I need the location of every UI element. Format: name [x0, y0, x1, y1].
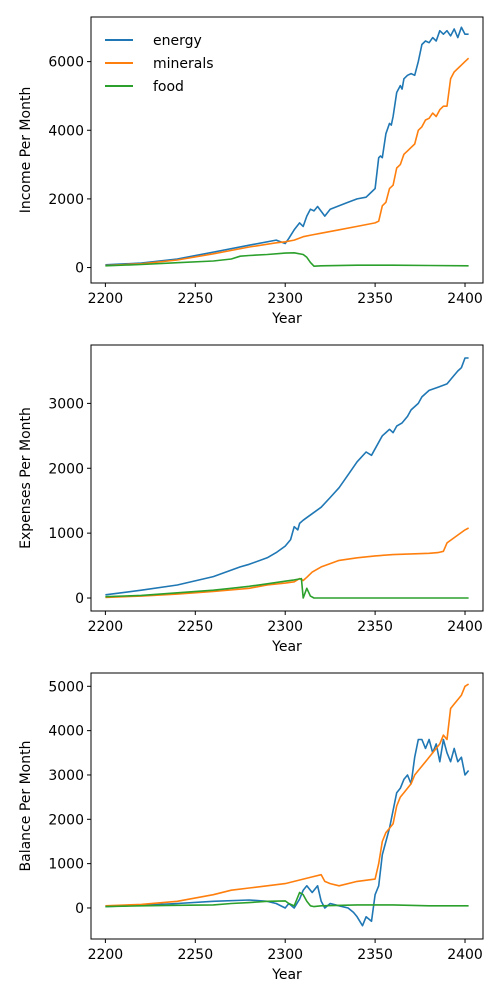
x-tick-label: 2200 — [88, 291, 124, 307]
y-axis-label: Expenses Per Month — [18, 407, 34, 549]
x-axis-label: Year — [271, 639, 302, 655]
legend-label-food: food — [153, 79, 184, 95]
x-tick-label: 2300 — [267, 291, 303, 307]
plot-frame-3 — [90, 672, 484, 940]
y-tick-label: 2000 — [48, 812, 84, 828]
y-tick-label: 1000 — [48, 857, 84, 873]
series-line-food-panel-2 — [105, 577, 469, 599]
x-tick-label: 2350 — [357, 619, 393, 635]
x-tick-label: 2350 — [357, 291, 393, 307]
x-tick-label: 2300 — [267, 947, 303, 963]
y-tick-label: 1000 — [48, 526, 84, 542]
y-axis-label: Balance Per Month — [18, 741, 34, 872]
x-tick-label: 2300 — [267, 619, 303, 635]
y-tick-label: 5000 — [48, 679, 84, 695]
legend-label-energy: energy — [153, 33, 202, 49]
x-tick-label: 2400 — [447, 947, 483, 963]
x-axis-label: Year — [271, 967, 302, 983]
x-tick-label: 2400 — [447, 291, 483, 307]
plot-frame-2 — [90, 344, 484, 612]
x-tick-label: 2200 — [88, 619, 124, 635]
y-tick-label: 3000 — [48, 768, 84, 784]
x-tick-label: 2250 — [177, 619, 213, 635]
x-tick-label: 2350 — [357, 947, 393, 963]
series-line-energy-panel-1 — [105, 26, 469, 266]
x-tick-label: 2400 — [447, 619, 483, 635]
y-tick-label: 4000 — [48, 123, 84, 139]
y-tick-label: 0 — [75, 261, 84, 277]
series-line-energy-panel-2 — [105, 357, 469, 596]
x-tick-label: 2250 — [177, 947, 213, 963]
x-tick-label: 2200 — [88, 947, 124, 963]
y-tick-label: 2000 — [48, 461, 84, 477]
series-line-food-panel-3 — [105, 891, 469, 908]
plot-frame-1 — [90, 16, 484, 284]
y-tick-label: 2000 — [48, 192, 84, 208]
y-tick-label: 0 — [75, 901, 84, 917]
series-line-minerals-panel-1 — [105, 57, 470, 267]
x-axis-label: Year — [271, 311, 302, 327]
series-line-minerals-panel-2 — [105, 527, 469, 599]
series-line-food-panel-1 — [105, 252, 469, 267]
series-line-energy-panel-3 — [105, 738, 470, 927]
y-tick-label: 3000 — [48, 396, 84, 412]
x-tick-label: 2250 — [177, 291, 213, 307]
series-line-minerals-panel-3 — [105, 683, 470, 907]
y-tick-label: 0 — [75, 591, 84, 607]
y-tick-label: 6000 — [48, 55, 84, 71]
y-tick-label: 4000 — [48, 724, 84, 740]
legend-label-minerals: minerals — [153, 56, 214, 72]
y-axis-label: Income Per Month — [18, 87, 34, 214]
